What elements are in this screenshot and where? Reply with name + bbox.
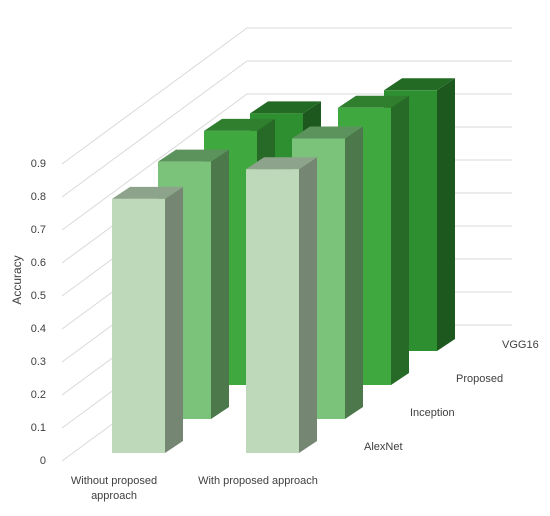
legend-label: Inception — [410, 407, 455, 419]
bar-top — [292, 126, 363, 139]
y-tick-label: 0.9 — [31, 158, 46, 170]
bar-top — [204, 118, 275, 131]
y-tick-label: 0.1 — [31, 422, 46, 434]
bar-side — [211, 149, 229, 419]
legend-label: VGG16 — [502, 339, 539, 351]
y-tick-label: 0 — [40, 455, 46, 467]
bar — [246, 169, 299, 453]
bar-top — [250, 101, 321, 114]
y-tick-label: 0.6 — [31, 257, 46, 269]
x-tick-label: With proposed approach — [198, 475, 318, 487]
grid-line — [61, 27, 512, 165]
y-axis-label: Accuracy — [10, 255, 24, 304]
legend-label: AlexNet — [364, 441, 403, 453]
y-tick-label: 0.3 — [31, 356, 46, 368]
legend-label: Proposed — [456, 373, 503, 385]
bar-side — [437, 78, 455, 352]
bar-top — [112, 186, 183, 199]
grid-line — [61, 60, 512, 198]
y-tick-label: 0.4 — [31, 323, 46, 335]
bar — [112, 198, 165, 453]
bar-top — [338, 95, 409, 108]
bar-top — [246, 157, 317, 170]
y-tick-label: 0.5 — [31, 290, 46, 302]
bar-side — [391, 95, 409, 386]
y-tick-label: 0.2 — [31, 389, 46, 401]
bar-side — [299, 157, 317, 453]
y-tick-label: 0.8 — [31, 191, 46, 203]
bar-top — [384, 78, 455, 91]
bar-side — [165, 186, 183, 453]
x-tick-label: Without proposed approach — [70, 475, 158, 502]
y-tick-label: 0.7 — [31, 224, 46, 236]
bar-side — [345, 126, 363, 419]
bar-top — [158, 149, 229, 162]
